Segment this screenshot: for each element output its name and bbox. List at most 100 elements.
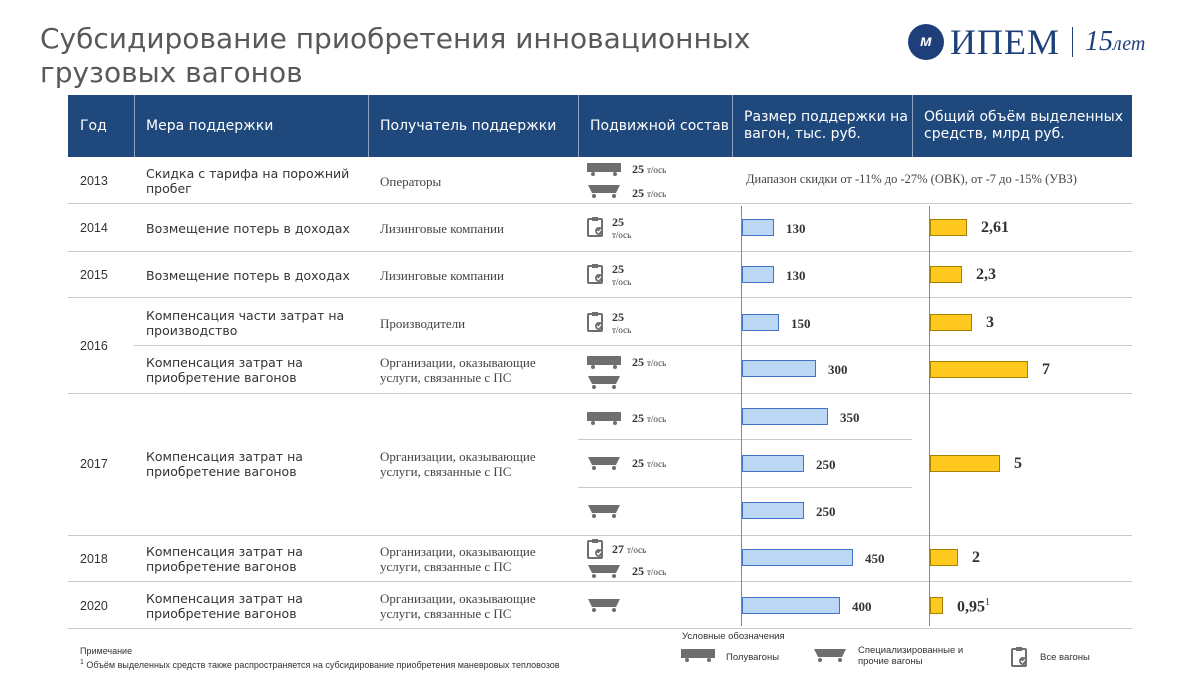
- load-2018-2: 25 т/ось: [632, 564, 667, 578]
- total-value: 2,3: [976, 266, 996, 283]
- table-header: Год Мера поддержки Получатель поддержки …: [68, 95, 1132, 157]
- hopper-icon: [588, 376, 620, 389]
- support-bar: [742, 360, 816, 377]
- recipient-2016a: Производители: [380, 316, 466, 331]
- total-value: 2,61: [981, 219, 1009, 236]
- legend-gondola: Полувагоны: [726, 652, 780, 663]
- row-divider: [134, 345, 1132, 346]
- support-value: 450: [865, 551, 885, 566]
- total-bar: [930, 266, 962, 283]
- total-value: 0,951: [957, 597, 990, 616]
- legend-special: Специализированные и прочие вагоны: [858, 645, 964, 667]
- measure-2014: Возмещение потерь в доходах: [146, 221, 350, 236]
- clipboard-check-icon: [587, 217, 603, 237]
- recipient-2018: Организации, оказывающие услуги, связанн…: [380, 544, 536, 574]
- support-value: 250: [816, 457, 836, 472]
- measure-2017: Компенсация затрат на приобретение вагон…: [146, 449, 303, 479]
- recipient-2017: Организации, оказывающие услуги, связанн…: [380, 449, 536, 479]
- load-2015: 25 т/ось: [612, 262, 632, 287]
- support-bar: [742, 455, 804, 472]
- support-bar: [742, 549, 853, 566]
- legend-title: Условные обозначения: [682, 631, 785, 642]
- logo-separator: [1072, 27, 1073, 57]
- header-recipient: Получатель поддержки: [380, 117, 557, 134]
- gondola-icon: [681, 649, 715, 662]
- year-2018: 2018: [80, 552, 108, 566]
- header-support-size: Размер поддержки на вагон, тыс. руб.: [744, 109, 908, 142]
- load-2017-2: 25 т/ось: [632, 456, 667, 470]
- hopper-icon: [588, 505, 620, 518]
- note-title: Примечание: [80, 646, 133, 656]
- measure-2016a: Компенсация части затрат на производство: [146, 308, 345, 338]
- total-value: 2: [972, 549, 980, 566]
- load-2016a: 25 т/ось: [612, 310, 632, 335]
- recipient-2015: Лизинговые компании: [380, 268, 504, 283]
- support-bar: [742, 502, 804, 519]
- clipboard-check-icon: [587, 264, 603, 284]
- year-2015: 2015: [80, 268, 108, 282]
- year-2013: 2013: [80, 174, 108, 188]
- row-divider: [68, 297, 1132, 298]
- hopper-icon: [588, 457, 620, 470]
- header-measure: Мера поддержки: [146, 117, 274, 134]
- row-divider: [68, 581, 1132, 582]
- load-2013-2: 25 т/ось: [632, 186, 667, 200]
- row-divider: [68, 628, 1132, 629]
- row-divider: [68, 535, 1132, 536]
- header-rolling-stock: Подвижной состав: [590, 117, 729, 134]
- gondola-icon: [587, 163, 621, 176]
- load-2016b: 25 т/ось: [632, 355, 667, 369]
- row-divider: [68, 251, 1132, 252]
- clipboard-check-icon: [587, 312, 603, 332]
- row-divider: [578, 439, 912, 440]
- clipboard-check-icon: [1011, 647, 1027, 667]
- measure-2020: Компенсация затрат на приобретение вагон…: [146, 591, 303, 621]
- year-2017: 2017: [80, 457, 108, 471]
- legend-all: Все вагоны: [1040, 652, 1090, 663]
- logo-years: 15лет: [1085, 26, 1146, 57]
- support-bar: [742, 314, 779, 331]
- support-bar: [742, 597, 840, 614]
- total-bar: [930, 361, 1028, 378]
- discount-range: Диапазон скидки от -11% до -27% (ОВК), о…: [746, 172, 1077, 186]
- recipient-2016b: Организации, оказывающие услуги, связанн…: [380, 355, 536, 385]
- total-value: 3: [986, 314, 994, 331]
- logo-mark-icon: м: [908, 24, 944, 60]
- measure-2013: Скидка с тарифа на порожний пробег: [146, 166, 350, 196]
- total-axis: [929, 206, 930, 626]
- support-value: 150: [791, 316, 811, 331]
- total-value: 7: [1042, 361, 1050, 378]
- support-value: 130: [786, 268, 806, 283]
- support-axis: [741, 206, 742, 626]
- hopper-icon: [588, 599, 620, 612]
- total-bar: [930, 219, 967, 236]
- total-bar: [930, 549, 958, 566]
- total-bar: [930, 455, 1000, 472]
- hopper-icon: [588, 185, 620, 198]
- load-2017-1: 25 т/ось: [632, 411, 667, 425]
- support-value: 350: [840, 410, 860, 425]
- note: Примечание 1 Объём выделенных средств та…: [80, 646, 560, 671]
- row-divider: [68, 203, 1132, 204]
- load-2013-1: 25 т/ось: [632, 162, 667, 176]
- support-value: 300: [828, 362, 848, 377]
- note-text: 1 Объём выделенных средств также распрос…: [80, 659, 560, 670]
- header-total: Общий объём выделенных средств, млрд руб…: [924, 109, 1124, 142]
- logo: м ИПЕМ 15лет: [908, 22, 1145, 62]
- logo-name: ИПЕМ: [950, 22, 1060, 62]
- support-value: 130: [786, 221, 806, 236]
- header-year: Год: [80, 117, 107, 134]
- hopper-icon: [588, 565, 620, 578]
- total-bar: [930, 597, 943, 614]
- recipient-2020: Организации, оказывающие услуги, связанн…: [380, 591, 536, 621]
- load-2018-1: 27 т/ось: [612, 542, 647, 556]
- support-value: 250: [816, 504, 836, 519]
- recipient-2014: Лизинговые компании: [380, 221, 504, 236]
- year-2020: 2020: [80, 599, 108, 613]
- footnote-mark: 1: [985, 597, 990, 608]
- measure-2016b: Компенсация затрат на приобретение вагон…: [146, 355, 303, 385]
- gondola-icon: [587, 356, 621, 369]
- row-divider: [578, 487, 912, 488]
- year-2014: 2014: [80, 221, 108, 235]
- clipboard-check-icon: [587, 539, 603, 559]
